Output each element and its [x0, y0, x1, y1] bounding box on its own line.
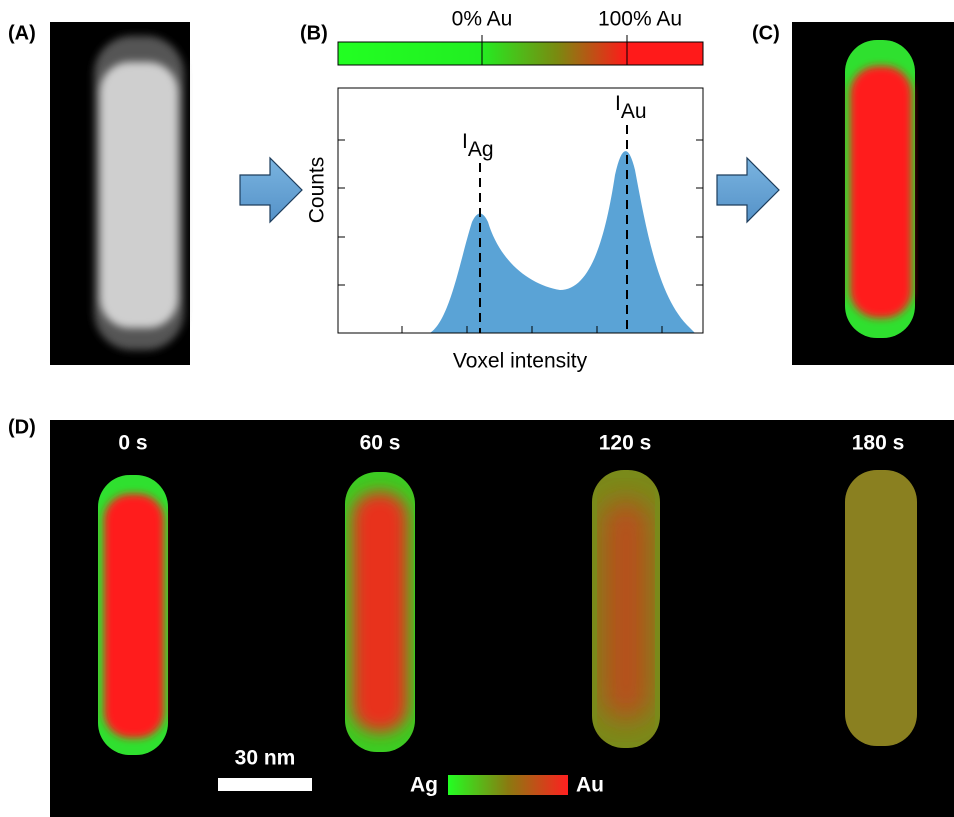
colorbar-label: Ag [410, 774, 438, 797]
colorbar-label: 0% Au [452, 8, 513, 31]
rod-core [100, 62, 178, 328]
panel-label: (C) [752, 22, 780, 44]
peak-label: IAg [462, 130, 494, 161]
time-label: 120 s [599, 432, 652, 455]
time-label: 180 s [852, 432, 905, 455]
figure: (A) (B) 0% Au 100% Au IAg IAu Counts Vox… [0, 0, 954, 817]
colorbar-label: 100% Au [598, 8, 682, 31]
rod-core [352, 492, 408, 732]
panel-label: (D) [8, 416, 36, 438]
time-label: 0 s [118, 432, 147, 455]
rod [845, 470, 917, 746]
colorbar-label: Au [576, 774, 604, 797]
time-label: 60 s [360, 432, 401, 455]
arrow [717, 158, 779, 222]
peak-subscript: Ag [468, 138, 494, 161]
rod-core [850, 66, 912, 318]
peak-subscript: Au [621, 100, 647, 123]
image-background [50, 420, 954, 817]
scale-bar-label: 30 nm [235, 747, 296, 770]
arrow [240, 158, 302, 222]
colorbar [448, 775, 568, 795]
y-axis-label: Counts [306, 157, 329, 224]
histogram [430, 151, 695, 333]
x-axis-label: Voxel intensity [453, 350, 588, 373]
panel-label: (B) [300, 22, 328, 44]
scale-bar [218, 778, 312, 791]
peak-label: IAu [615, 92, 647, 123]
rod-core [104, 494, 164, 738]
panel-label: (A) [8, 22, 36, 44]
rod-core [602, 500, 650, 720]
colorbar [338, 42, 703, 65]
